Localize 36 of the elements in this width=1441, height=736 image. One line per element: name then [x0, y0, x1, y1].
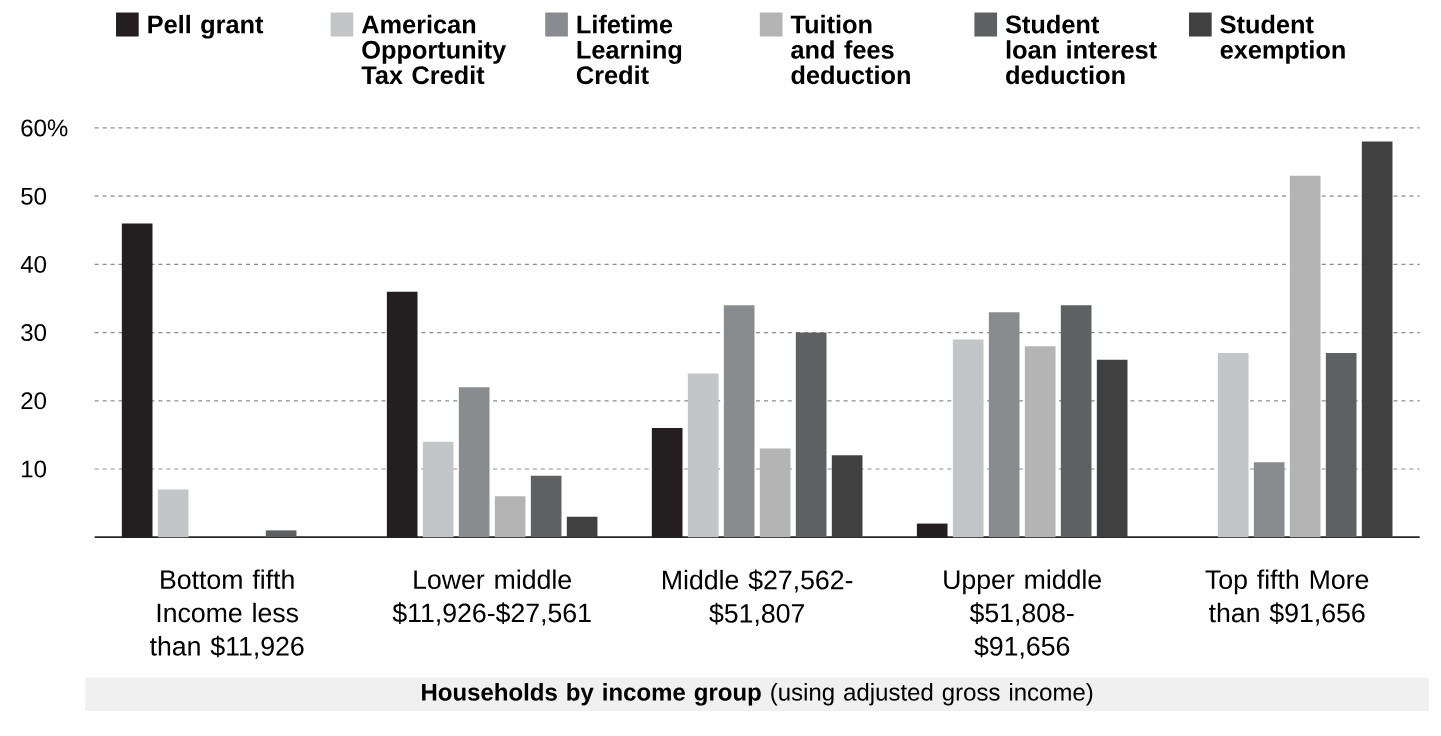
legend-label: Student loan interest deduction [1005, 14, 1157, 85]
bar [422, 441, 454, 538]
bar [566, 516, 598, 538]
bar [952, 339, 984, 538]
bar [1289, 175, 1321, 538]
y-tick-label: 20 [21, 392, 47, 410]
legend-label: Pell grant [148, 14, 264, 39]
x-axis-title: Households by income group (using adjusted gross income) [422, 683, 1093, 706]
x-tick-label: Lower middle $11,926-$27,561 [392, 569, 591, 626]
bar [1024, 346, 1056, 538]
bar [1217, 353, 1249, 538]
legend-label: American Opportunity Tax Credit [361, 14, 507, 85]
bar [1361, 141, 1393, 538]
bar [831, 455, 863, 538]
x-tick-label: Bottom fifth Income less than $11,926 [149, 569, 304, 659]
x-tick-label: Middle $27,562-$51,807 [663, 569, 853, 627]
y-tick-label: 40 [20, 255, 47, 273]
y-tick-label: 10 [22, 460, 47, 478]
bar [530, 475, 562, 538]
y-tick-label: 50 [21, 187, 47, 205]
x-tick-label: Upper middle $51,808-$91,656 [944, 569, 1101, 659]
bar [795, 332, 827, 538]
bar [1096, 359, 1128, 538]
bar [1060, 305, 1092, 538]
bar [265, 530, 297, 538]
y-tick-label: 30 [21, 324, 47, 342]
x-tick-label: Top fifth More than $91,656 [1205, 569, 1369, 626]
legend-label: Tuition and fees deduction [790, 14, 910, 85]
legend-label: Student exemption [1220, 14, 1345, 64]
bar [494, 496, 526, 538]
bar [157, 489, 189, 538]
bar [759, 448, 791, 538]
legend-label: Lifetime Learning Credit [576, 14, 682, 85]
bar [1325, 353, 1357, 538]
bar [687, 373, 719, 538]
y-tick-label: 60% [21, 119, 68, 137]
